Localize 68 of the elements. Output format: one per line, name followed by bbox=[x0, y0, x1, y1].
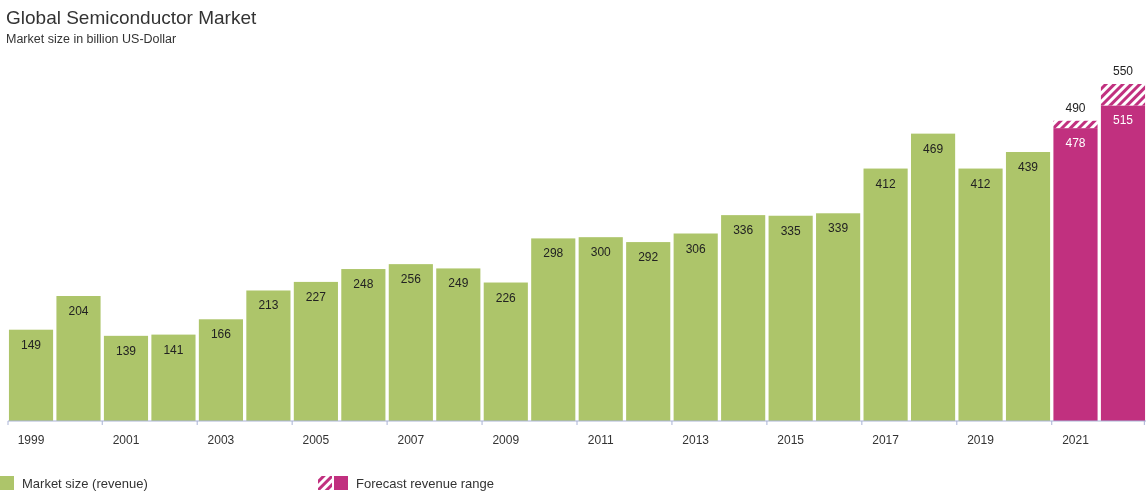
x-tick-label: 2009 bbox=[492, 433, 520, 447]
bar bbox=[910, 133, 956, 421]
bar bbox=[151, 334, 196, 421]
bar bbox=[1100, 84, 1146, 106]
data-label: 298 bbox=[543, 246, 564, 261]
bar bbox=[721, 215, 766, 421]
bar bbox=[388, 264, 433, 421]
bar bbox=[531, 238, 576, 421]
x-tick-label: 2017 bbox=[872, 433, 900, 447]
bar bbox=[8, 329, 54, 421]
data-label: 204 bbox=[68, 304, 89, 318]
data-label: 292 bbox=[638, 250, 659, 265]
data-label: 249 bbox=[448, 276, 469, 291]
bar bbox=[246, 290, 291, 421]
bar bbox=[341, 269, 386, 421]
data-label: 141 bbox=[163, 342, 184, 357]
data-label: 336 bbox=[733, 223, 754, 238]
data-label: 478 bbox=[1065, 136, 1086, 151]
bar bbox=[816, 213, 861, 421]
data-label: 412 bbox=[875, 176, 896, 191]
data-label: 335 bbox=[780, 223, 801, 238]
data-label: 227 bbox=[305, 289, 327, 304]
data-label: 412 bbox=[970, 176, 991, 191]
x-tick-label: 2003 bbox=[207, 433, 235, 447]
x-tick-label: 2015 bbox=[777, 433, 805, 447]
bar bbox=[1100, 105, 1146, 421]
bar bbox=[483, 282, 528, 421]
data-label: 439 bbox=[1018, 160, 1039, 175]
x-tick-label: 2007 bbox=[397, 433, 425, 447]
bar bbox=[103, 335, 149, 421]
bar bbox=[198, 319, 244, 421]
legend-label: Forecast revenue range bbox=[356, 476, 495, 491]
bar bbox=[958, 168, 1003, 421]
total-label: 490 bbox=[1065, 100, 1086, 115]
bar bbox=[56, 296, 101, 421]
bar bbox=[293, 281, 338, 421]
bar bbox=[863, 168, 908, 421]
legend-label: Market size (revenue) bbox=[22, 476, 148, 491]
bar bbox=[626, 242, 671, 421]
data-label: 248 bbox=[353, 277, 374, 292]
bar bbox=[436, 268, 481, 421]
x-tick-label: 2013 bbox=[682, 433, 710, 447]
x-tick-label: 2011 bbox=[587, 433, 614, 447]
total-label: 550 bbox=[1112, 64, 1134, 78]
data-label: 515 bbox=[1112, 113, 1134, 128]
chart-title: Global Semiconductor Market bbox=[6, 7, 257, 28]
data-label: 306 bbox=[685, 241, 707, 256]
data-label: 226 bbox=[495, 290, 517, 305]
data-label: 139 bbox=[115, 343, 137, 358]
data-label: 256 bbox=[400, 272, 422, 287]
data-label: 339 bbox=[828, 221, 849, 236]
bar bbox=[1005, 152, 1051, 421]
bar bbox=[1053, 120, 1098, 129]
x-tick-label: 2019 bbox=[967, 433, 995, 447]
data-label: 166 bbox=[210, 327, 232, 342]
data-label: 469 bbox=[923, 141, 944, 156]
x-tick-label: 2001 bbox=[112, 433, 140, 447]
x-tick-label: 1999 bbox=[17, 433, 45, 447]
chart-subtitle: Market size in billion US-Dollar bbox=[6, 32, 177, 46]
bar bbox=[578, 237, 623, 421]
x-tick-label: 2021 bbox=[1062, 433, 1090, 447]
bar bbox=[768, 215, 813, 421]
bar bbox=[1053, 128, 1098, 421]
data-label: 300 bbox=[590, 245, 612, 260]
data-label: 213 bbox=[258, 298, 279, 313]
data-label: 149 bbox=[21, 337, 42, 352]
bar bbox=[673, 233, 718, 421]
x-tick-label: 2005 bbox=[302, 433, 330, 447]
